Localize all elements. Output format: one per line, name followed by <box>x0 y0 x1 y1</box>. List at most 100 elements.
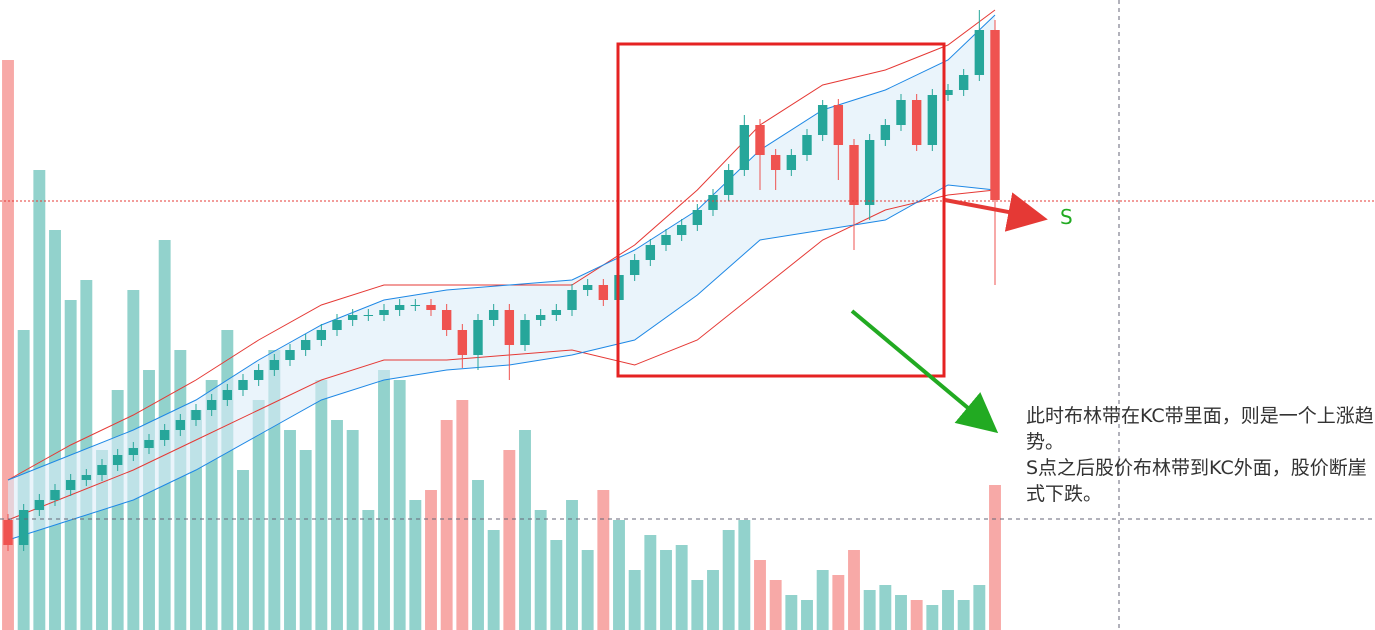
volume-bar <box>503 450 516 630</box>
candle-body <box>645 245 656 260</box>
volume-bar <box>393 380 406 630</box>
candle-body <box>285 350 295 360</box>
volume-bar <box>33 170 46 630</box>
volume-bar <box>879 585 892 630</box>
candle-body <box>65 480 76 490</box>
candle-body <box>927 95 938 145</box>
volume-bar <box>284 430 296 630</box>
volume-bar <box>675 545 688 630</box>
candle-body <box>833 105 844 145</box>
arrow <box>850 309 999 434</box>
candle-body <box>457 330 468 355</box>
candle-body <box>723 170 734 195</box>
volume-bar <box>973 585 986 630</box>
annotation-text: S点之后股价布林带到KC外面，股价断崖式下跌。 <box>1026 457 1367 505</box>
candle-body <box>112 455 123 465</box>
candle-body <box>50 490 60 500</box>
volume-bar <box>581 550 594 630</box>
volume-bar <box>362 510 375 630</box>
candle-body <box>786 155 797 170</box>
candle-body <box>629 260 640 275</box>
annotation-text: 此时布林带在KC带里面，则是一个上涨趋势。 <box>1026 405 1374 453</box>
volume-bar <box>942 590 954 630</box>
volume-bar <box>346 430 359 630</box>
volume-bar <box>738 520 751 630</box>
volume-bar <box>456 400 469 630</box>
candle-body <box>159 430 170 440</box>
volume-bar <box>722 530 735 630</box>
volume-bar <box>519 430 531 630</box>
candle-body <box>817 105 828 135</box>
candle-body <box>582 285 593 290</box>
band-fill <box>8 15 995 540</box>
volume-bar <box>299 450 312 630</box>
volume-bar <box>863 590 876 630</box>
candle-body <box>661 235 671 245</box>
highlight-box <box>616 42 946 378</box>
candle-body <box>896 100 906 125</box>
candle-body <box>755 125 765 155</box>
volume-bar <box>237 470 249 630</box>
candle-body <box>958 75 969 90</box>
volume-bar <box>49 230 61 630</box>
volume-bar <box>96 450 108 630</box>
volume-bar <box>331 420 343 630</box>
volume-bar <box>597 490 610 630</box>
candle-body <box>739 125 750 170</box>
candle-body <box>504 310 515 345</box>
candle-body <box>990 30 1000 200</box>
volume-bar <box>644 535 657 630</box>
volume-bar <box>487 530 500 630</box>
candle-body <box>535 315 546 320</box>
volume-bar <box>268 350 281 630</box>
band-line <box>7 14 996 481</box>
candle-body <box>864 140 875 205</box>
volume-bar <box>613 520 625 630</box>
candle-body <box>316 330 327 340</box>
band-layer <box>7 9 996 541</box>
candle-layer <box>3 10 1000 551</box>
candle-body <box>394 305 405 310</box>
volume-bar <box>315 380 328 630</box>
candle-body <box>97 465 107 475</box>
volume-bar <box>143 370 155 630</box>
candle-body <box>473 320 483 355</box>
candle-body <box>770 155 781 170</box>
volume-bar <box>957 600 970 630</box>
candle-body <box>488 310 499 320</box>
volume-bar <box>691 580 704 630</box>
candle-body <box>943 90 953 95</box>
candle-body <box>708 195 718 210</box>
candle-body <box>849 145 859 205</box>
candle-body <box>598 285 609 300</box>
volume-bar <box>111 390 124 630</box>
annotation: 此时布林带在KC带里面，则是一个上涨趋势。 S点之后股价布林带到KC外面，股价断… <box>1026 403 1375 507</box>
volume-bar <box>190 410 202 630</box>
volume-bar <box>472 480 484 630</box>
candle-body <box>238 380 248 390</box>
candle-body <box>692 210 703 225</box>
candle-body <box>379 310 389 315</box>
volume-bar <box>174 350 187 630</box>
point-label: S <box>1060 205 1073 229</box>
candle-body <box>253 370 264 380</box>
volume-bar <box>707 570 719 630</box>
volume-bar <box>378 370 390 630</box>
candle-body <box>880 125 891 140</box>
volume-bar <box>409 500 422 630</box>
candle-body <box>802 135 812 155</box>
candle-body <box>551 310 562 315</box>
volume-bar <box>440 420 453 630</box>
candle-body <box>300 340 311 350</box>
candle-body <box>911 100 922 145</box>
volume-bar <box>566 500 578 630</box>
volume-bar <box>660 550 672 630</box>
volume-layer <box>2 60 1001 630</box>
candle-body <box>191 410 201 420</box>
volume-bar <box>801 600 813 630</box>
volume-bar <box>754 560 766 630</box>
volume-bar <box>848 550 860 630</box>
volume-bar <box>785 595 798 630</box>
